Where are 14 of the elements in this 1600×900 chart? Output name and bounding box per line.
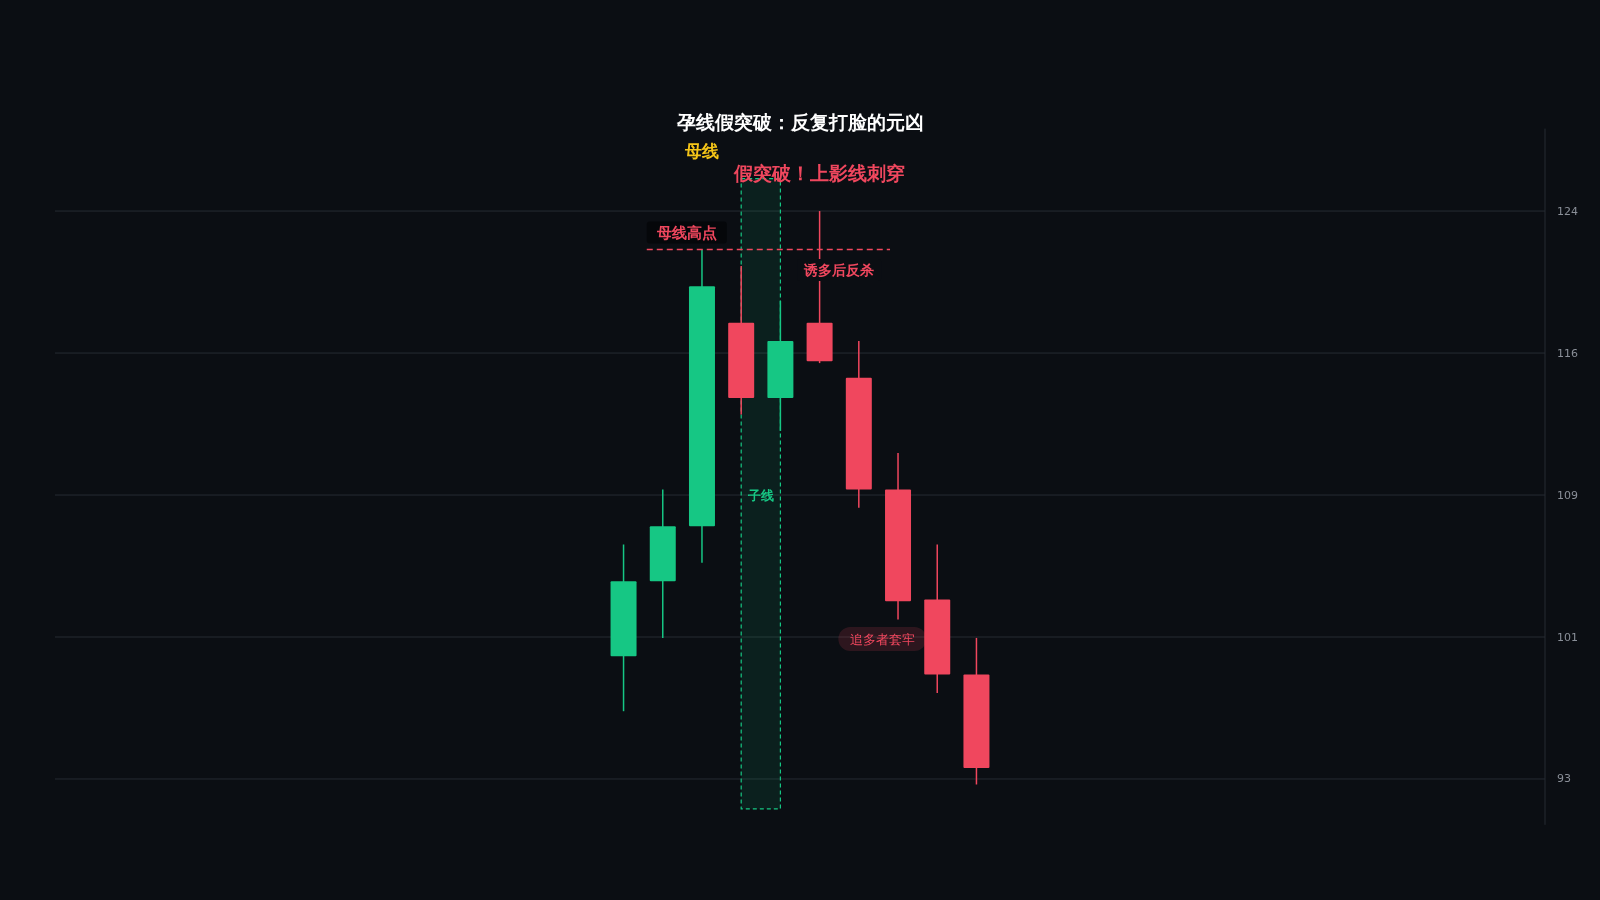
annotation: 追多者套牢 [849,631,915,647]
annotation: 母线 [684,140,719,161]
y-tick-label: 116 [1557,346,1578,360]
annotation: 追多者套牢 [838,627,927,651]
y-tick-label: 124 [1557,204,1578,218]
annotation: 诱多后反杀 [803,261,875,278]
ref-line-label: 母线高点 [655,223,717,242]
annotation: 假突破！上影线刺穿 [734,161,906,184]
y-tick-label: 101 [1557,630,1578,644]
y-tick-label: 109 [1557,488,1578,502]
title: 孕线假突破：反复打脸的元凶 [676,111,924,133]
annotation: 子线 [747,487,774,503]
y-tick-label: 93 [1557,772,1571,786]
ref-line: 母线高点 [646,221,891,251]
